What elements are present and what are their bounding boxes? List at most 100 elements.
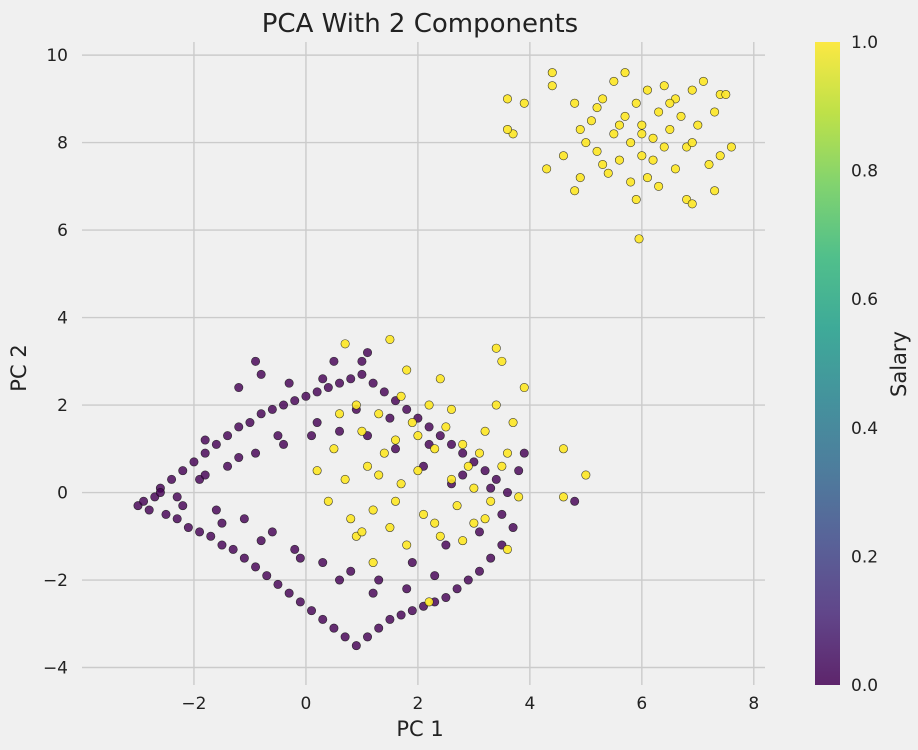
data-point-salary-0 [441, 593, 451, 603]
colorbar-tick-label: 0.8 [851, 162, 878, 182]
data-point-salary-0 [502, 488, 512, 498]
data-point-salary-1 [452, 501, 462, 511]
data-point-salary-1 [407, 418, 417, 428]
data-point-salary-1 [586, 116, 596, 126]
data-point-salary-1 [637, 151, 647, 161]
data-point-salary-1 [486, 496, 496, 506]
data-point-salary-0 [385, 614, 395, 624]
data-point-salary-1 [424, 597, 434, 607]
data-point-salary-1 [396, 479, 406, 489]
data-point-salary-1 [637, 120, 647, 130]
data-point-salary-0 [228, 544, 238, 554]
data-point-salary-1 [693, 120, 703, 130]
data-point-salary-0 [284, 378, 294, 388]
data-point-salary-0 [357, 369, 367, 379]
data-point-salary-0 [217, 540, 227, 550]
data-point-salary-0 [391, 444, 401, 454]
data-point-salary-0 [223, 461, 233, 471]
data-point-salary-1 [340, 339, 350, 349]
data-point-salary-1 [609, 129, 619, 139]
x-tick-label: 6 [636, 694, 647, 714]
data-point-salary-1 [435, 531, 445, 541]
data-point-salary-0 [441, 540, 451, 550]
data-point-salary-1 [726, 142, 736, 152]
data-point-salary-1 [598, 159, 608, 169]
data-point-salary-0 [458, 470, 468, 480]
data-point-salary-0 [295, 553, 305, 563]
data-point-salary-0 [234, 422, 244, 432]
data-point-salary-1 [620, 68, 630, 78]
data-point-salary-0 [329, 356, 339, 366]
data-point-salary-0 [239, 553, 249, 563]
data-point-salary-0 [307, 431, 317, 441]
data-point-salary-1 [614, 155, 624, 165]
data-point-salary-1 [519, 98, 529, 108]
data-point-salary-1 [430, 444, 440, 454]
data-point-salary-1 [710, 186, 720, 196]
data-point-salary-1 [575, 173, 585, 183]
data-point-salary-0 [295, 597, 305, 607]
data-point-salary-0 [211, 505, 221, 515]
data-point-salary-0 [318, 558, 328, 568]
data-point-salary-0 [357, 356, 367, 366]
data-point-salary-1 [480, 514, 490, 524]
data-point-salary-1 [637, 129, 647, 139]
data-point-salary-0 [279, 439, 289, 449]
data-point-salary-1 [357, 426, 367, 436]
data-point-salary-0 [172, 514, 182, 524]
data-point-salary-0 [245, 418, 255, 428]
data-point-salary-0 [200, 435, 210, 445]
data-point-salary-1 [676, 111, 686, 121]
points-layer [133, 68, 736, 651]
data-point-salary-1 [642, 85, 652, 95]
data-point-salary-0 [144, 505, 154, 515]
data-point-salary-0 [385, 413, 395, 423]
data-point-salary-0 [312, 418, 322, 428]
data-point-salary-1 [665, 124, 675, 134]
data-point-salary-0 [161, 509, 171, 519]
data-point-salary-0 [335, 426, 345, 436]
data-point-salary-1 [497, 461, 507, 471]
data-point-salary-0 [486, 483, 496, 493]
data-point-salary-0 [155, 488, 165, 498]
data-point-salary-0 [346, 566, 356, 576]
data-point-salary-0 [172, 492, 182, 502]
data-point-salary-1 [654, 181, 664, 191]
data-point-salary-0 [407, 606, 417, 616]
data-point-salary-1 [648, 133, 658, 143]
y-tick-label: 6 [57, 221, 68, 241]
data-point-salary-0 [273, 431, 283, 441]
data-point-salary-0 [486, 553, 496, 563]
data-point-salary-0 [379, 387, 389, 397]
data-point-salary-1 [687, 85, 697, 95]
data-point-salary-1 [715, 151, 725, 161]
data-point-salary-1 [620, 111, 630, 121]
data-point-salary-0 [402, 584, 412, 594]
data-point-salary-1 [592, 146, 602, 156]
data-point-salary-1 [687, 138, 697, 148]
data-point-salary-1 [335, 409, 345, 419]
data-point-salary-0 [323, 383, 333, 393]
data-point-salary-0 [508, 523, 518, 533]
data-point-salary-1 [491, 400, 501, 410]
data-point-salary-0 [200, 470, 210, 480]
data-point-salary-1 [603, 168, 613, 178]
data-point-salary-1 [435, 374, 445, 384]
data-point-salary-1 [458, 536, 468, 546]
y-tick-label: 0 [57, 484, 68, 504]
x-tick-labels: −2 0 2 4 6 8 [181, 694, 759, 714]
data-point-salary-0 [256, 536, 266, 546]
data-point-salary-1 [721, 89, 731, 99]
data-point-salary-0 [301, 391, 311, 401]
data-point-salary-1 [634, 234, 644, 244]
data-point-salary-1 [698, 76, 708, 86]
data-point-salary-0 [474, 527, 484, 537]
colorbar [815, 42, 840, 685]
data-point-salary-1 [502, 544, 512, 554]
data-point-salary-0 [335, 378, 345, 388]
data-point-salary-1 [659, 81, 669, 91]
data-point-salary-0 [458, 448, 468, 458]
x-tick-label: 4 [524, 694, 535, 714]
data-point-salary-1 [418, 509, 428, 519]
data-point-salary-0 [211, 439, 221, 449]
